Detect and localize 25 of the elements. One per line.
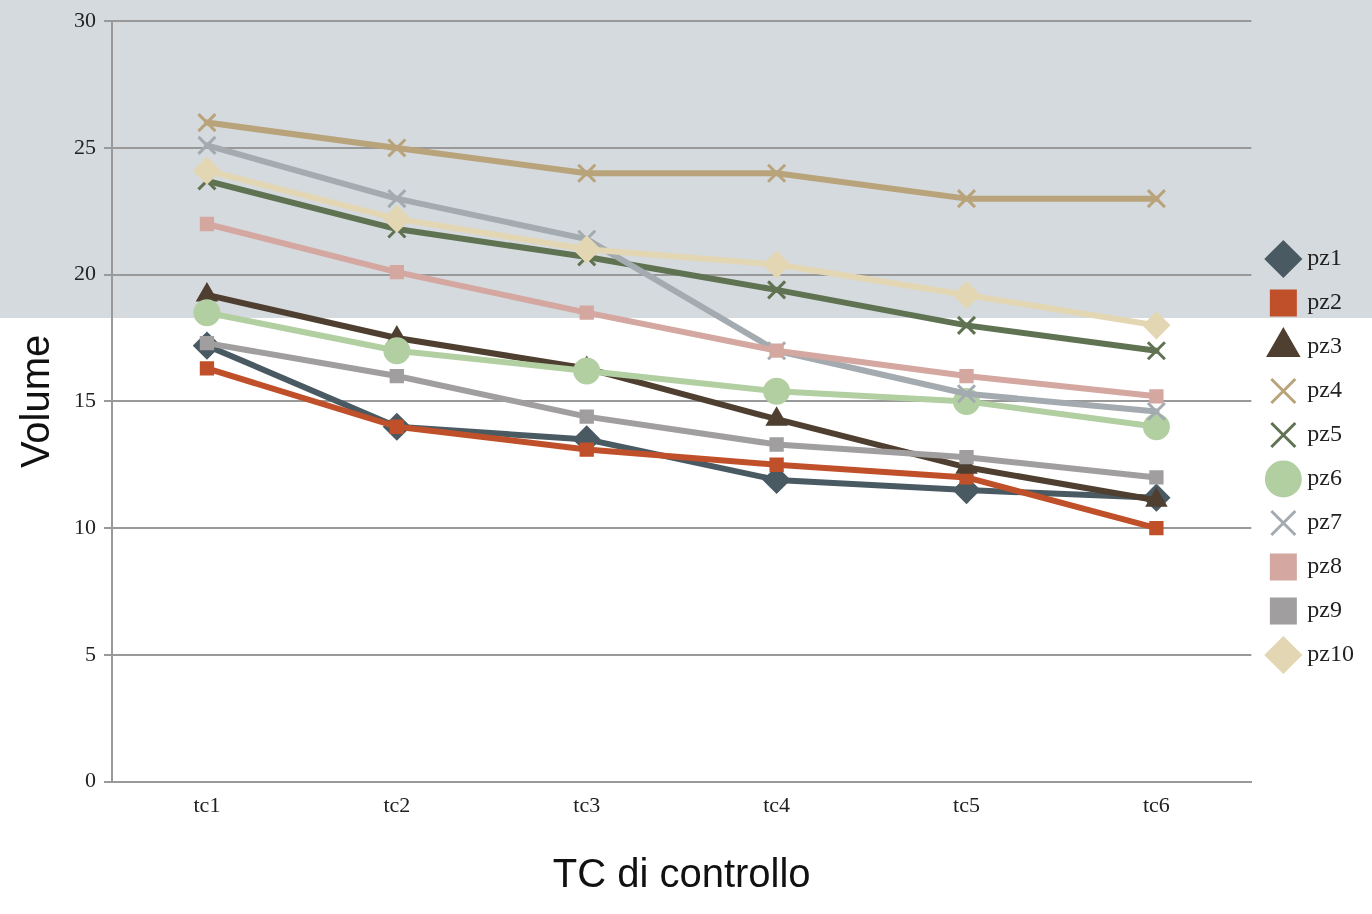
legend-label: pz6 [1307, 464, 1342, 491]
y-tick-label: 30 [74, 6, 96, 32]
x-tick-label: tc4 [763, 791, 791, 817]
x-tick-label: tc5 [953, 791, 980, 817]
legend-label: pz2 [1307, 288, 1342, 315]
legend-label: pz3 [1307, 332, 1342, 359]
legend-label: pz9 [1307, 596, 1342, 623]
y-tick-label: 20 [74, 260, 96, 286]
x-tick-label: tc3 [573, 791, 601, 817]
legend-label: pz4 [1307, 376, 1342, 403]
legend-label: pz1 [1307, 244, 1342, 271]
y-axis-title: Volume [13, 334, 58, 469]
x-axis-title: TC di controllo [552, 851, 811, 896]
x-tick-label: tc6 [1142, 791, 1170, 817]
x-tick-label: tc2 [383, 791, 411, 817]
y-tick-label: 0 [85, 767, 96, 793]
legend-label: pz10 [1307, 640, 1354, 667]
legend-label: pz8 [1307, 552, 1342, 579]
y-tick-label: 10 [74, 513, 96, 539]
y-tick-label: 15 [74, 387, 96, 413]
y-tick-label: 25 [74, 133, 96, 159]
x-tick-label: tc1 [193, 791, 221, 817]
y-tick-label: 5 [85, 640, 96, 666]
legend-label: pz5 [1307, 420, 1342, 447]
legend-label: pz7 [1307, 508, 1342, 535]
